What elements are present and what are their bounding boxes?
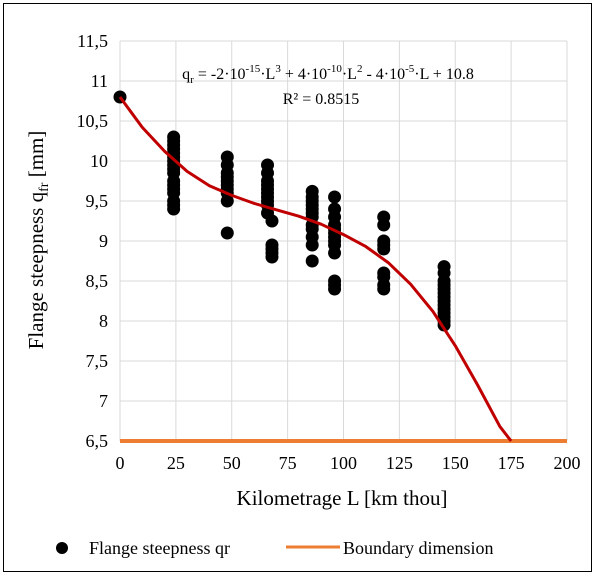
legend-marker-scatter	[56, 542, 68, 554]
y-tick-label: 10,5	[77, 111, 109, 131]
trendline-layer	[118, 96, 513, 442]
data-point	[328, 246, 342, 260]
chart-frame	[3, 3, 592, 572]
x-tick-label: 125	[386, 453, 413, 473]
x-tick-label: 75	[279, 453, 297, 473]
y-tick-label: 7,5	[86, 351, 109, 371]
x-tick-label: 175	[498, 453, 525, 473]
y-tick-label: 9,5	[86, 191, 109, 211]
y-tick-label: 7	[99, 391, 108, 411]
data-point	[377, 282, 391, 296]
x-axis-title: Kilometrage L [km thou]	[237, 486, 448, 510]
data-point	[265, 250, 279, 264]
y-axis-title: Flange steepness qfr [mm]	[24, 131, 52, 350]
legend-label-boundary: Boundary dimension	[343, 538, 494, 558]
y-tick-label: 9	[99, 231, 108, 251]
x-tick-label: 50	[223, 453, 241, 473]
data-point	[328, 190, 342, 204]
y-tick-label: 6,5	[86, 431, 109, 451]
data-point	[377, 242, 391, 256]
data-point	[377, 218, 391, 232]
y-tick-label: 11	[91, 71, 108, 91]
y-tick-label: 8	[99, 311, 108, 331]
legend-label-scatter: Flange steepness qr	[89, 538, 230, 558]
x-tick-label: 200	[554, 453, 581, 473]
data-point	[305, 254, 319, 268]
y-axis-ticks: 6,5 7 7,5 8 8,5 9 9,5 10 10,5 11 11,5	[77, 31, 109, 451]
y-tick-label: 8,5	[86, 271, 109, 291]
legend: Flange steepness qr Boundary dimension	[56, 538, 494, 558]
data-point	[167, 202, 181, 216]
x-tick-label: 0	[116, 453, 125, 473]
data-point	[305, 238, 319, 252]
x-axis-ticks: 0 25 50 75 100 125 150 175 200	[116, 453, 581, 473]
x-tick-label: 150	[442, 453, 469, 473]
y-tick-label: 10	[90, 151, 108, 171]
trendline	[118, 96, 513, 442]
r-squared-label: R² = 0.8515	[283, 91, 360, 108]
x-tick-label: 100	[330, 453, 357, 473]
x-tick-label: 25	[167, 453, 185, 473]
y-tick-label: 11,5	[77, 31, 108, 51]
data-point	[265, 214, 279, 228]
data-point	[220, 226, 234, 240]
data-point	[328, 282, 342, 296]
data-point	[220, 194, 234, 208]
trend-equation: qr = -2·10-15·L3 + 4·10-10·L2 - 4·10-5·L…	[182, 63, 474, 86]
